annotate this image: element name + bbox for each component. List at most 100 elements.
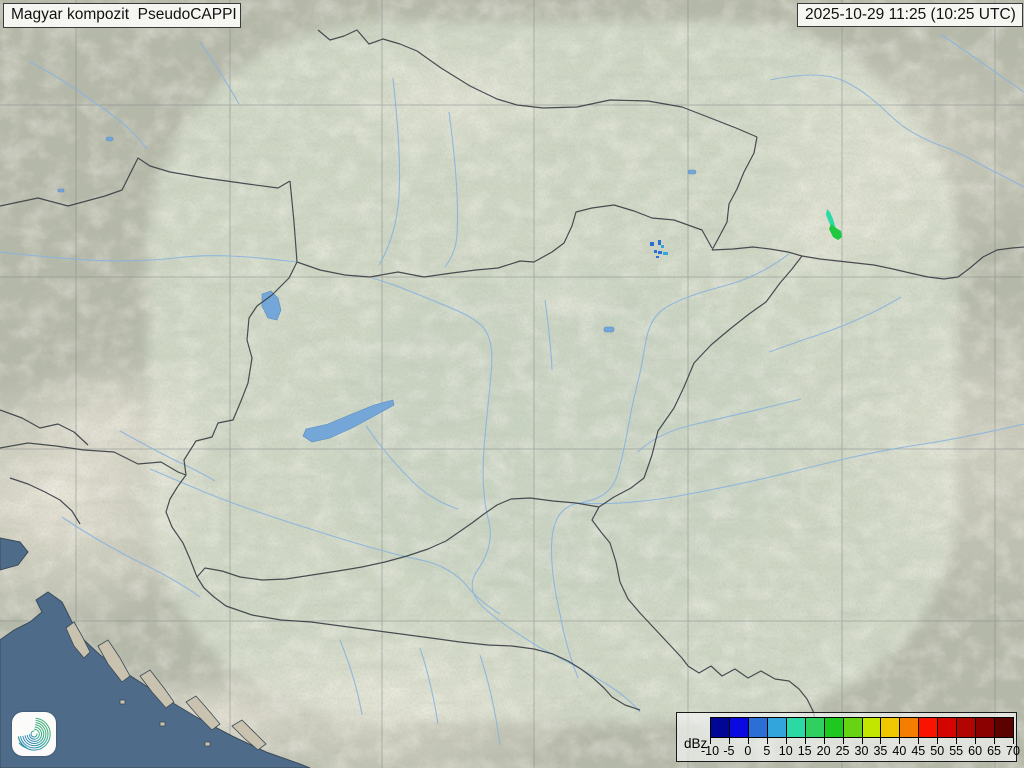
dbz-tick-label: 5 [763, 744, 771, 758]
dbz-tick [918, 738, 920, 744]
timestamp-label: 2025-10-29 11:25 (10:25 UTC) [797, 3, 1023, 27]
dbz-tick-label: 70 [1006, 744, 1020, 758]
island [97, 639, 131, 683]
border-line [687, 665, 817, 723]
river [769, 74, 1024, 188]
dbz-color-cell [728, 717, 749, 738]
dbz-tick [994, 738, 996, 744]
river [579, 423, 1024, 505]
border-line [196, 540, 447, 581]
river [29, 61, 148, 150]
echo-blue-cells [656, 256, 659, 258]
echo-blue-cells [654, 250, 657, 253]
echo-blue-cells [658, 240, 661, 245]
river [199, 41, 240, 105]
dbz-unit-label: dBz [684, 736, 708, 751]
dbz-color-cell [766, 717, 787, 738]
echo-blue-cells [658, 251, 662, 254]
dbz-tick [823, 738, 825, 744]
dbz-color-cell [937, 717, 958, 738]
dbz-tick [710, 738, 711, 744]
dbz-tick-label: 45 [911, 744, 926, 758]
hungaromet-logo [12, 712, 56, 756]
border-line [9, 477, 81, 525]
dbz-color-cell [823, 717, 844, 738]
border-line [0, 409, 89, 446]
border-line [711, 136, 758, 251]
dbz-tick-label: 10 [778, 744, 793, 758]
dbz-tick [880, 738, 882, 744]
dbz-tick-label: 30 [854, 744, 869, 758]
dbz-tick-label: 65 [987, 744, 1002, 758]
dbz-color-cell [880, 717, 901, 738]
dbz-tick-label: 40 [892, 744, 907, 758]
dbz-tick-label: 55 [949, 744, 964, 758]
river [339, 639, 363, 716]
dbz-tick-label: 60 [968, 744, 983, 758]
river [365, 425, 459, 510]
dbz-color-cell [804, 717, 825, 738]
dbz-tick [842, 738, 844, 744]
river [378, 77, 401, 266]
river [419, 647, 439, 725]
echo-lightblue-cells [663, 252, 668, 255]
dbz-color-cell [975, 717, 996, 738]
river [479, 654, 501, 746]
river [637, 398, 802, 453]
lake [57, 188, 65, 193]
dbz-tick [956, 738, 958, 744]
island [231, 719, 267, 751]
dbz-tick [785, 738, 787, 744]
dbz-legend: dBz -10 -5 0 5 10 15 20 25 30 35 40 45 50 55 60 65 70 [676, 712, 1020, 762]
island [159, 721, 166, 727]
dbz-tick [861, 738, 863, 744]
border-line [445, 497, 600, 542]
border-line [177, 261, 298, 487]
dbz-tick-label: 25 [835, 744, 850, 758]
echo-teal-streak [826, 209, 837, 231]
dbz-color-cell [918, 717, 939, 738]
dbz-tick [747, 738, 749, 744]
dbz-color-cell [747, 717, 768, 738]
dbz-tick [766, 738, 768, 744]
border-line [317, 29, 758, 138]
border-line [711, 246, 1024, 280]
lake-balaton [302, 399, 395, 443]
dbz-tick-label: 35 [873, 744, 888, 758]
island [204, 741, 211, 747]
island [65, 621, 91, 659]
island [119, 699, 126, 705]
border-line [289, 180, 298, 263]
lake [687, 169, 697, 175]
echo-lightblue-cells [661, 245, 664, 248]
dbz-tick [804, 738, 806, 744]
border-line [165, 485, 198, 578]
lake [603, 326, 615, 333]
dbz-color-cell [994, 717, 1014, 738]
dbz-tick-label: -5 [723, 744, 735, 758]
dbz-tick [975, 738, 977, 744]
sea-gulf [0, 537, 29, 571]
river [939, 33, 1024, 93]
echo-green-cell [829, 224, 842, 240]
dbz-tick-label: -10 [700, 744, 720, 758]
islands [65, 621, 267, 751]
spiral-logo-icon [17, 717, 51, 751]
borders-layer [0, 29, 1024, 723]
border-line [296, 204, 713, 278]
dbz-tick-label: 15 [797, 744, 812, 758]
river [544, 299, 553, 371]
river [149, 468, 501, 615]
river [61, 516, 201, 598]
dbz-color-cell [861, 717, 882, 738]
border-line [196, 576, 641, 711]
dbz-tick-label: 50 [930, 744, 945, 758]
dbz-color-cell [956, 717, 977, 738]
border-line [0, 442, 187, 476]
dbz-tick [899, 738, 901, 744]
dbz-tick-label: 20 [816, 744, 831, 758]
radar-echoes-layer [650, 209, 842, 258]
